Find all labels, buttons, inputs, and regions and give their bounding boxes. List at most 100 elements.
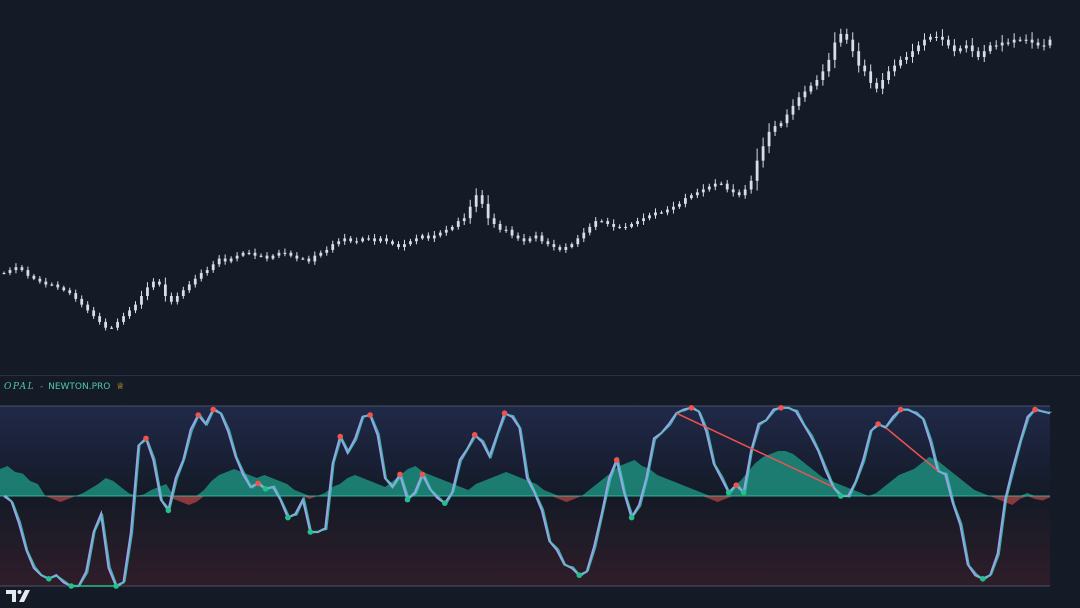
candle bbox=[474, 188, 478, 213]
candle-body bbox=[409, 241, 412, 245]
candle bbox=[504, 225, 508, 233]
candle bbox=[689, 193, 693, 200]
candle-body bbox=[26, 270, 30, 276]
candle-body bbox=[576, 238, 580, 245]
candle-body bbox=[163, 284, 167, 296]
candle bbox=[1048, 36, 1052, 49]
candle-body bbox=[474, 195, 478, 207]
candle-body bbox=[612, 224, 616, 227]
candle-body bbox=[146, 287, 149, 296]
candle bbox=[875, 78, 879, 93]
candle-body bbox=[1006, 42, 1010, 44]
candle bbox=[373, 233, 376, 245]
candle bbox=[116, 318, 119, 331]
candle-body bbox=[492, 218, 496, 224]
trough-dot bbox=[165, 507, 172, 514]
candle bbox=[134, 301, 137, 314]
candle-body bbox=[361, 238, 365, 242]
peak-dot bbox=[875, 421, 881, 427]
candle-body bbox=[958, 48, 962, 52]
candle-body bbox=[857, 51, 861, 66]
indicator-source: NEWTON.PRO bbox=[48, 382, 111, 392]
candle-body bbox=[379, 238, 382, 242]
candle-body bbox=[426, 235, 430, 239]
candle-body bbox=[480, 195, 484, 204]
candle bbox=[522, 233, 526, 245]
indicator-name: OPAL bbox=[4, 382, 36, 392]
candle bbox=[695, 188, 699, 199]
candle bbox=[863, 59, 867, 77]
candle-body bbox=[235, 255, 239, 259]
candle bbox=[869, 64, 873, 89]
candle bbox=[672, 201, 675, 214]
candle bbox=[319, 250, 323, 258]
candle-body bbox=[791, 105, 795, 115]
candle bbox=[301, 256, 305, 260]
candle bbox=[44, 277, 48, 288]
candle-body bbox=[731, 189, 735, 193]
trough-dot bbox=[46, 576, 52, 582]
candle bbox=[104, 318, 108, 331]
candle bbox=[899, 56, 902, 69]
candle-body bbox=[875, 82, 879, 89]
candle-body bbox=[259, 255, 263, 257]
candle bbox=[421, 233, 424, 240]
candle bbox=[444, 225, 448, 236]
candle bbox=[815, 75, 819, 90]
candle bbox=[642, 213, 645, 225]
peak-dot bbox=[419, 471, 426, 478]
candle-body bbox=[785, 114, 789, 124]
candle bbox=[654, 208, 657, 219]
candle-body bbox=[8, 270, 12, 273]
peak-dot bbox=[613, 457, 620, 463]
candle bbox=[229, 256, 233, 264]
candle bbox=[917, 41, 920, 55]
candle-body bbox=[134, 304, 137, 311]
candle bbox=[893, 59, 896, 77]
candle-body bbox=[941, 36, 944, 40]
candle bbox=[74, 289, 78, 302]
candle-body bbox=[325, 249, 329, 253]
candle-body bbox=[1048, 39, 1052, 46]
candle-body bbox=[223, 258, 227, 262]
candle-body bbox=[295, 255, 299, 259]
tradingview-logo[interactable] bbox=[6, 590, 30, 602]
candle bbox=[564, 243, 568, 253]
pane-divider[interactable] bbox=[0, 375, 1080, 376]
candle bbox=[779, 120, 783, 129]
candle bbox=[80, 295, 84, 308]
candle-body bbox=[450, 226, 454, 230]
candle-body bbox=[887, 71, 891, 80]
indicator-legend[interactable]: OPAL - NEWTON.PRO ♕ bbox=[4, 382, 124, 392]
trough-dot bbox=[442, 500, 448, 506]
candle bbox=[534, 231, 538, 242]
candle bbox=[163, 277, 167, 302]
candle bbox=[558, 244, 562, 252]
candle bbox=[1036, 38, 1040, 49]
candle-body bbox=[749, 180, 753, 190]
candle-body bbox=[50, 284, 54, 286]
candle-body bbox=[187, 284, 191, 291]
candle-body bbox=[564, 247, 568, 250]
candle bbox=[1000, 35, 1004, 52]
candle bbox=[767, 123, 771, 154]
candle-body bbox=[976, 51, 980, 57]
candle bbox=[438, 230, 442, 238]
candle-body bbox=[911, 51, 914, 57]
candle bbox=[199, 269, 203, 282]
candle-body bbox=[546, 241, 550, 245]
candle-body bbox=[994, 45, 998, 47]
candle-body bbox=[600, 221, 604, 223]
candle bbox=[403, 239, 406, 251]
candle bbox=[367, 235, 371, 241]
candle bbox=[851, 32, 855, 58]
candle-body bbox=[169, 296, 173, 302]
candle-body bbox=[385, 238, 388, 242]
candle bbox=[857, 42, 861, 73]
candle bbox=[187, 281, 191, 294]
candle-body bbox=[32, 275, 36, 279]
candle-body bbox=[217, 258, 221, 265]
trough-dot bbox=[725, 489, 732, 496]
candle-body bbox=[456, 221, 460, 227]
candle-body bbox=[175, 296, 179, 302]
